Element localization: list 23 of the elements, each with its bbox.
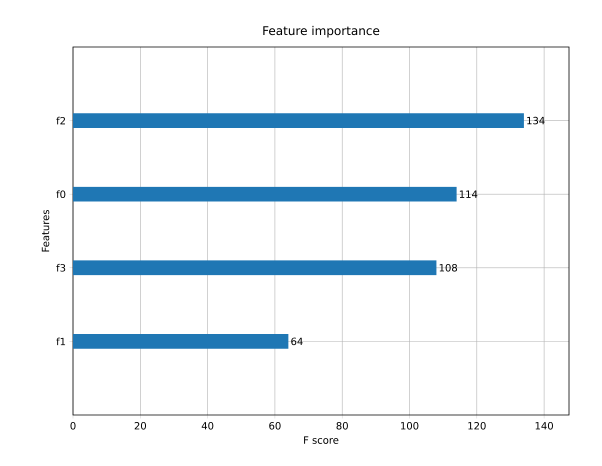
x-axis-title: F score [304,436,338,444]
x-tick-label: 60 [269,422,281,430]
data-label: 114 [460,190,478,198]
data-label: 64 [291,338,303,346]
chart-title: Feature importance [263,26,380,38]
y-tick-label: f3 [56,264,66,272]
y-tick-label: f1 [56,338,66,346]
bar [73,334,288,349]
x-tick-label: 20 [134,422,146,430]
x-tick-label: 140 [536,422,553,430]
x-tick-label: 100 [401,422,418,430]
data-label: 108 [440,264,458,272]
data-label: 134 [527,116,545,124]
x-tick-label: 80 [336,422,348,430]
y-tick-label: f0 [56,190,66,198]
x-tick-label: 0 [70,422,76,430]
x-tick-label: 40 [202,422,214,430]
bar [73,186,457,202]
bar [73,113,524,128]
y-axis-title: Features [42,210,50,252]
bar [73,260,436,276]
x-tick-label: 120 [468,422,486,430]
y-tick-label: f2 [56,116,65,124]
